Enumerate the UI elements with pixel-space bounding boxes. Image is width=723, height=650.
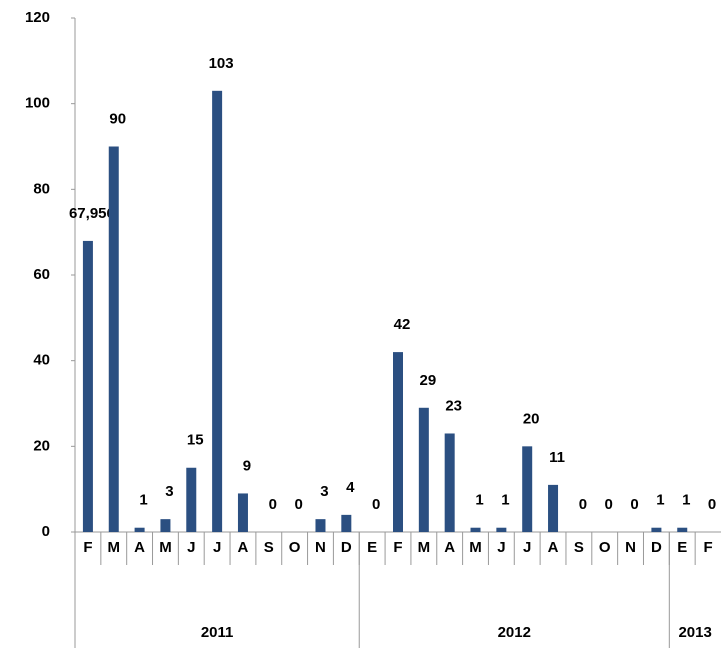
value-label: 23: [445, 397, 462, 414]
bar: [651, 527, 662, 532]
value-label: 1: [656, 492, 664, 509]
value-label: 1: [682, 492, 690, 509]
y-tick-label: 120: [25, 9, 50, 26]
value-label: 103: [209, 55, 234, 72]
bar: [418, 407, 429, 532]
value-label: 0: [294, 496, 302, 513]
x-tick-label: M: [469, 539, 482, 556]
bar: [393, 352, 403, 532]
y-tick-label: 0: [42, 523, 50, 540]
value-label: 0: [708, 496, 716, 513]
group-label: 2011: [201, 624, 234, 641]
bar: [548, 484, 559, 532]
x-tick-label: E: [677, 539, 687, 556]
x-tick-label: A: [238, 539, 249, 556]
value-label: 0: [630, 496, 638, 513]
value-label: 4: [346, 479, 355, 496]
y-tick-label: 60: [33, 266, 50, 283]
bar: [315, 519, 326, 532]
x-tick-label: M: [418, 539, 431, 556]
x-tick-label: S: [574, 539, 584, 556]
value-label: 3: [165, 483, 173, 500]
group-label: 2013: [678, 624, 711, 641]
x-tick-label: D: [341, 539, 352, 556]
x-tick-label: O: [289, 539, 301, 556]
x-tick-label: M: [159, 539, 172, 556]
x-tick-label: N: [315, 539, 326, 556]
bar: [160, 519, 171, 532]
value-label: 1: [501, 492, 509, 509]
bar: [134, 527, 145, 532]
x-tick-label: N: [625, 539, 636, 556]
value-label: 0: [269, 496, 277, 513]
value-label: 0: [372, 496, 380, 513]
bar: [108, 146, 119, 532]
x-tick-label: J: [187, 539, 195, 556]
value-label: 11: [549, 449, 565, 466]
value-label: 3: [320, 483, 328, 500]
bar: [444, 433, 455, 532]
x-tick-label: J: [523, 539, 531, 556]
y-tick-label: 100: [25, 95, 50, 112]
y-tick-label: 80: [33, 180, 50, 197]
value-label: 20: [523, 410, 540, 427]
bar: [677, 527, 688, 532]
x-tick-label: F: [703, 539, 712, 556]
x-tick-label: J: [497, 539, 505, 556]
x-tick-label: O: [599, 539, 611, 556]
group-label: 2012: [498, 624, 531, 641]
bar: [237, 493, 248, 532]
x-tick-label: D: [651, 539, 662, 556]
value-label: 90: [109, 110, 126, 127]
x-tick-label: F: [83, 539, 92, 556]
x-tick-label: A: [548, 539, 559, 556]
bar: [212, 90, 223, 533]
bar: [82, 240, 93, 532]
value-label: 67,956: [69, 205, 115, 222]
x-tick-label: A: [444, 539, 455, 556]
value-label: 29: [419, 372, 436, 389]
value-label: 1: [139, 492, 147, 509]
value-label: 0: [605, 496, 613, 513]
value-label: 0: [579, 496, 587, 513]
y-tick-label: 20: [33, 437, 50, 454]
bar: [470, 527, 481, 532]
bar: [341, 514, 352, 532]
value-label: 9: [243, 457, 251, 474]
value-label: 15: [187, 432, 204, 449]
bar: [522, 446, 533, 532]
x-tick-label: M: [108, 539, 121, 556]
value-label: 1: [475, 492, 483, 509]
x-tick-label: F: [393, 539, 402, 556]
x-tick-label: E: [367, 539, 377, 556]
bar: [496, 527, 507, 532]
x-tick-label: S: [264, 539, 274, 556]
y-tick-label: 40: [33, 352, 50, 369]
bar: [186, 467, 197, 532]
value-label: 42: [394, 316, 411, 333]
x-tick-label: A: [134, 539, 145, 556]
x-tick-label: J: [213, 539, 221, 556]
